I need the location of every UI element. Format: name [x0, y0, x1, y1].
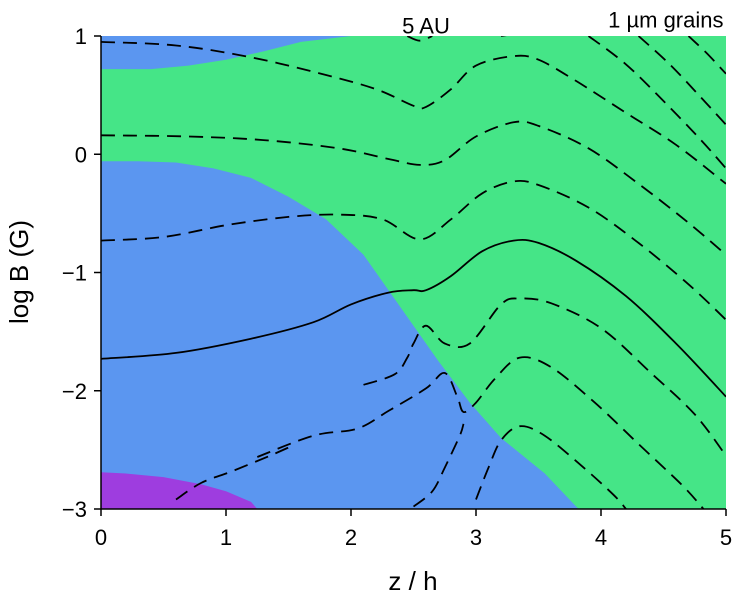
- x-tick-label-2: 2: [345, 525, 357, 550]
- contour-dashed-2: [101, 179, 726, 321]
- x-axis-label: z / h: [388, 566, 437, 596]
- annotation-1: 1 µm grains: [608, 8, 723, 33]
- contour-solid-3: [101, 238, 726, 398]
- x-tick-label-5: 5: [720, 525, 732, 550]
- contour-dashed-11: [687, 36, 726, 75]
- contour-dashed-9: [587, 36, 726, 169]
- y-tick-label-4: 1: [75, 24, 87, 49]
- y-axis-label: log B (G): [4, 220, 34, 324]
- contour-dashed-8: [475, 425, 627, 509]
- contour-dashed-12: [406, 36, 433, 42]
- axes: 0 1 2 3 4 5 −3 −2 −1 0 1: [62, 24, 732, 550]
- contour-dashed-4: [363, 297, 726, 457]
- contour-dashed-7: [412, 423, 465, 508]
- annotations: 5 AU 1 µm grains: [402, 8, 723, 39]
- y-tick-label-1: −2: [62, 379, 87, 404]
- x-tick-label-4: 4: [595, 525, 607, 550]
- contour-dashed-1: [101, 120, 726, 256]
- regions: [101, 36, 726, 509]
- contour-dashed-5: [256, 356, 705, 509]
- contour-dashed-13: [501, 36, 507, 37]
- x-tick-label-0: 0: [95, 525, 107, 550]
- contours: [101, 36, 726, 509]
- x-tick-label-1: 1: [220, 525, 232, 550]
- contour-dashed-6: [175, 446, 289, 501]
- region-purple: [101, 472, 258, 509]
- x-tick-label-3: 3: [470, 525, 482, 550]
- region-green: [101, 36, 726, 509]
- y-tick-label-0: −3: [62, 497, 87, 522]
- y-tick-label-3: 0: [75, 142, 87, 167]
- y-tick-label-2: −1: [62, 261, 87, 286]
- contour-dashed-0: [101, 41, 726, 185]
- annotation-0: 5 AU: [402, 14, 450, 39]
